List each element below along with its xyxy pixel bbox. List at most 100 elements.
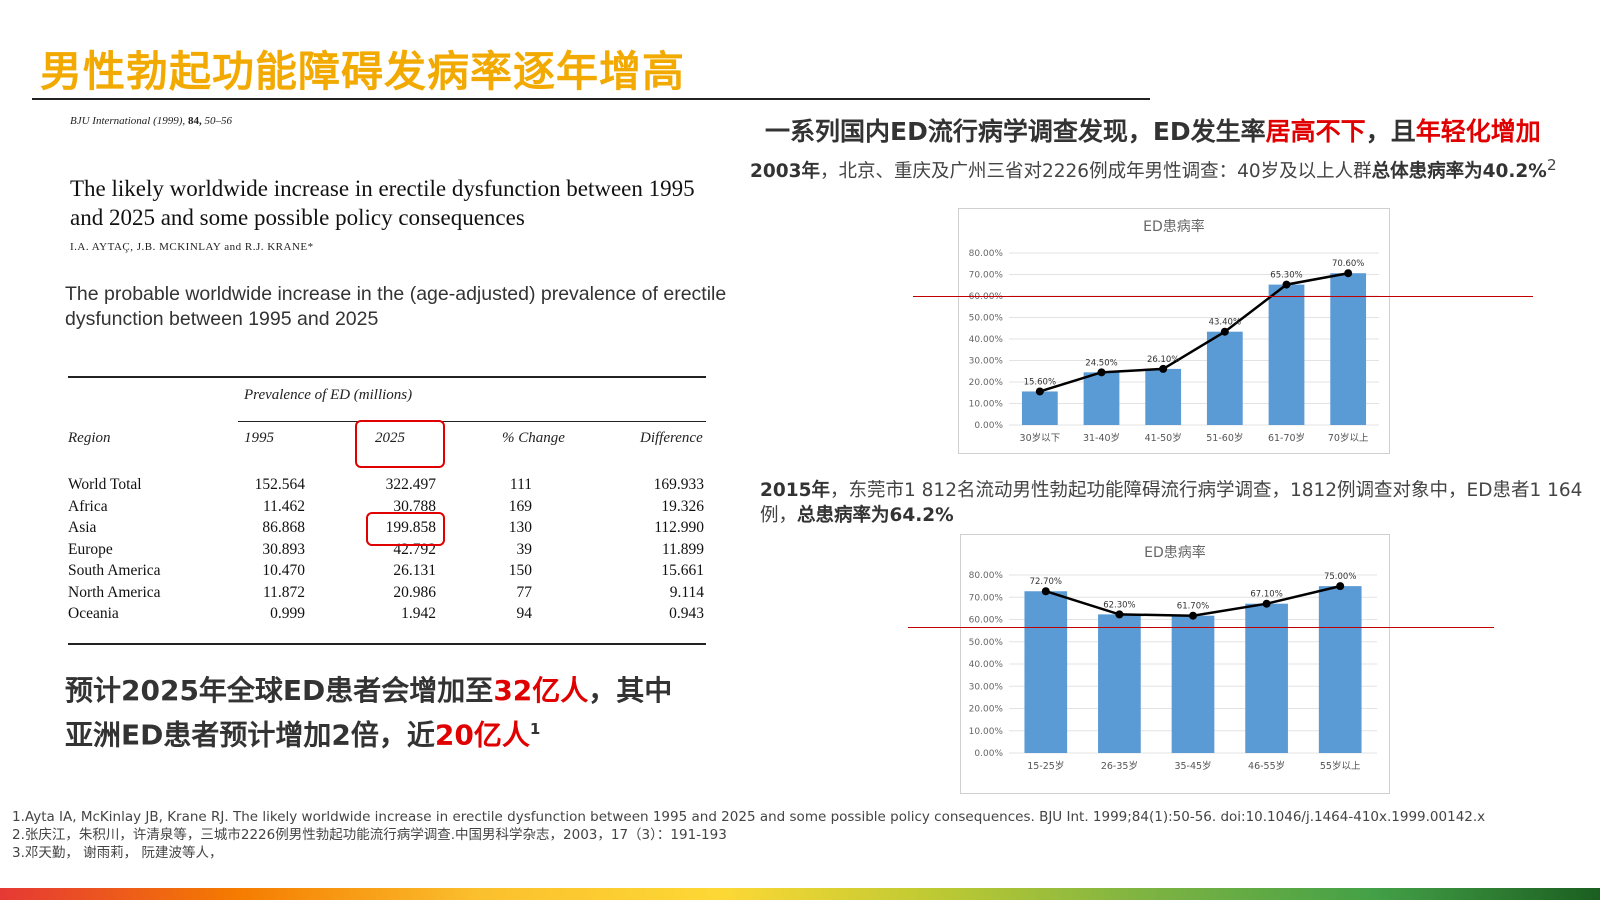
survey-2015-body: ，东莞市1 812名流动男性勃起功能障碍流行病学调查，1812例调查对象中，ED… — [760, 480, 1583, 526]
table-cell: 1.942 — [401, 605, 436, 622]
data-label: 65.30% — [1270, 271, 1302, 281]
statement-text-3: 亚洲ED患者预计增加2倍，近 — [65, 718, 435, 752]
table-row-label: Asia — [68, 519, 97, 536]
x-tick-label: 30岁以下 — [1020, 432, 1061, 444]
table-cell: 39 — [516, 540, 533, 558]
reference-item: 3.邓天勤， 谢雨莉， 阮建波等人， — [12, 845, 223, 861]
table-cell: 152.564 — [254, 476, 305, 493]
data-point — [1344, 269, 1353, 278]
y-tick-label: 10.00% — [969, 400, 1004, 410]
chart-2015-svg: ED患病率 0.00% 10.00% 20.00% 30.00% 40.00% 50.00%… — [969, 544, 1377, 772]
table-cell: 94 — [516, 605, 533, 622]
page-title: 男性勃起功能障碍发病率逐年增高 — [40, 47, 686, 96]
table-header-0: Region — [68, 430, 111, 446]
bar — [1318, 586, 1362, 753]
data-label: 43.40% — [1209, 318, 1241, 328]
bar — [1171, 615, 1215, 753]
y-tick-label: 60.00% — [969, 292, 1004, 302]
y-tick-label: 20.00% — [969, 705, 1004, 715]
table-cell: 169 — [508, 497, 532, 515]
table-row-label: Africa — [68, 497, 108, 515]
bar — [1330, 273, 1367, 425]
data-label: 62.30% — [1103, 600, 1135, 610]
x-tick-label: 35-45岁 — [1174, 760, 1211, 772]
table-cell: 112.990 — [654, 519, 704, 536]
table-group-rule — [238, 421, 706, 422]
table-cell: 322.497 — [385, 476, 436, 493]
table-group-header: Prevalence of ED (millions) — [244, 387, 413, 403]
data-label: 61.70% — [1177, 602, 1209, 612]
table-cell: 30.788 — [393, 497, 436, 515]
survey-2003-text: 2003年，北京、重庆及广州三省对2226例成年男性调查：40岁及以上人群总体患… — [750, 156, 1557, 183]
data-label: 15.60% — [1024, 377, 1056, 387]
table-cell: 169.933 — [653, 476, 704, 493]
references: 1.Ayta IA, McKinlay JB, Krane RJ. The li… — [12, 808, 1485, 862]
journal-year: (1999), — [153, 115, 186, 127]
x-tick-label: 15-25岁 — [1027, 760, 1064, 772]
table-header-3: % Change — [502, 430, 565, 446]
table-cell: 130 — [508, 519, 532, 536]
data-point — [1097, 368, 1106, 377]
chart-2003-svg: ED患病率 0.00% 10.00% 20.00% 30.00% 40.00% 50.00%… — [969, 218, 1379, 444]
table-header-1: 1995 — [244, 430, 274, 446]
table-cell: 150 — [508, 562, 532, 579]
projection-statement: 预计2025年全球ED患者会增加至32亿人，其中 亚洲ED患者预计增加2倍，近2… — [65, 672, 755, 754]
journal-name: BJU International — [70, 115, 151, 127]
heading-text-2: ，且 — [1365, 117, 1416, 146]
y-tick-label: 50.00% — [969, 638, 1004, 648]
data-label: 75.00% — [1324, 572, 1356, 582]
table-row-label: South America — [68, 562, 161, 579]
table-cell: 9.114 — [669, 583, 704, 601]
table-cell: 19.326 — [661, 497, 704, 515]
journal-volume: 84, — [187, 115, 202, 127]
x-tick-label: 46-55岁 — [1248, 760, 1285, 772]
paper-title: The likely worldwide increase in erectil… — [70, 176, 695, 230]
reference-item: 1.Ayta IA, McKinlay JB, Krane RJ. The li… — [12, 809, 1486, 825]
x-tick-label: 41-50岁 — [1145, 432, 1182, 444]
heading-highlight-1: 居高不下 — [1265, 117, 1366, 146]
y-tick-label: 0.00% — [974, 421, 1003, 431]
heading-text-1: 一系列国内ED流行病学调查发现，ED发生率 — [765, 117, 1266, 146]
title-divider — [32, 98, 1150, 100]
y-tick-label: 0.00% — [974, 749, 1003, 759]
ed-prevalence-chart-2003: ED患病率 0.00% 10.00% 20.00% 30.00% 40.00% 50.00%… — [958, 208, 1390, 454]
table-top-rule — [68, 376, 706, 378]
table-cell: 15.661 — [661, 562, 704, 579]
heading-highlight-2: 年轻化增加 — [1415, 117, 1541, 146]
x-tick-label: 31-40岁 — [1083, 432, 1120, 444]
survey-2015-text: 2015年，东莞市1 812名流动男性勃起功能障碍流行病学调查，1812例调查对… — [760, 478, 1590, 528]
chart-title: ED患病率 — [1143, 218, 1205, 235]
ed-prevalence-chart-2015: ED患病率 0.00% 10.00% 20.00% 30.00% 40.00% 50.00%… — [960, 534, 1390, 794]
data-point — [1035, 387, 1044, 396]
data-point — [1041, 587, 1050, 596]
bar — [1098, 614, 1141, 753]
data-label: 72.70% — [1030, 577, 1062, 587]
table-cell: 11.462 — [262, 497, 305, 515]
survey-2015-year: 2015年 — [760, 480, 830, 501]
x-tick-label: 26-35岁 — [1101, 760, 1138, 772]
chart-title: ED患病率 — [1144, 544, 1206, 561]
bar — [1024, 591, 1068, 753]
data-point — [1336, 582, 1345, 591]
data-point — [1189, 611, 1197, 620]
y-tick-label: 30.00% — [969, 357, 1004, 367]
table-cell: 86.868 — [262, 519, 305, 536]
y-tick-label: 50.00% — [969, 314, 1004, 324]
table-caption: The probable worldwide increase in the (… — [65, 283, 727, 330]
table-bottom-rule — [68, 643, 706, 645]
table-cell: 0.943 — [669, 605, 704, 622]
table-row-label: World Total — [68, 476, 142, 493]
right-heading: 一系列国内ED流行病学调查发现，ED发生率居高不下，且年轻化增加 — [765, 112, 1541, 148]
journal-citation: BJU International (1999), 84, 50–56 — [70, 115, 232, 127]
bar — [1245, 603, 1288, 753]
table-cell: 11.899 — [661, 540, 704, 558]
survey-2003-year: 2003年 — [750, 161, 820, 183]
paper-authors: I.A. AYTAÇ, J.B. MCKINLAY and R.J. KRANE… — [70, 241, 314, 253]
table-row-label: Oceania — [68, 605, 119, 622]
reference-item: 2.张庆江，朱积川，许清泉等，三城市2226例男性勃起功能流行病学调查.中国男科… — [12, 827, 727, 843]
y-tick-label: 80.00% — [969, 571, 1004, 581]
decorative-color-bar — [0, 888, 1600, 900]
y-tick-label: 40.00% — [969, 335, 1004, 345]
data-point — [1220, 327, 1229, 336]
y-tick-label: 10.00% — [969, 727, 1004, 737]
